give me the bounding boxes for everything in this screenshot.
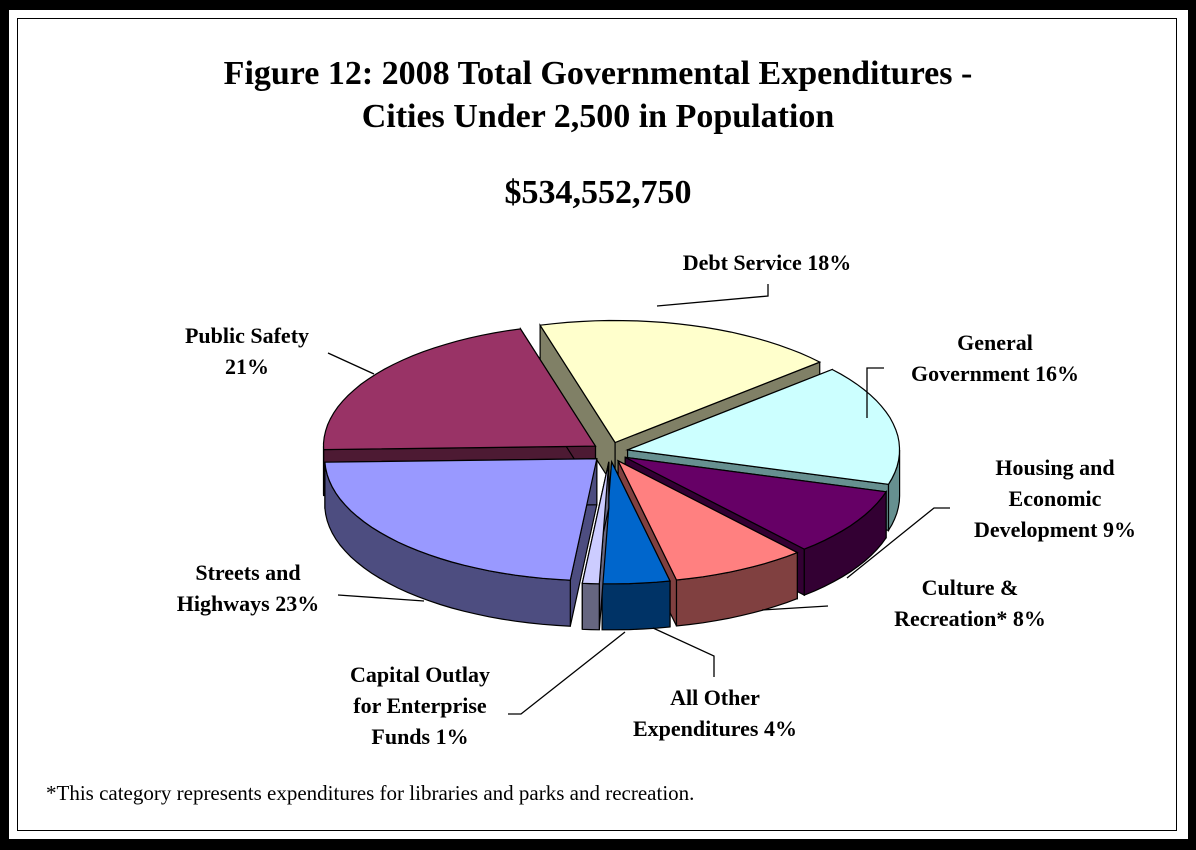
chart-border [17,18,1177,831]
pie-slice-4 [601,459,671,631]
pie-slice-5 [581,461,610,631]
slice-label-public: Public Safety 21% [185,323,309,379]
leader-line-culture [761,605,829,611]
slice-label-line: for Enterprise [353,693,487,718]
slice-side [581,582,600,631]
slice-top [539,319,822,444]
slice-label-line: Capital Outlay [350,662,490,687]
slice-label-line: Public Safety [185,323,309,348]
slice-label-streets: Streets and Highways 23% [177,560,319,616]
chart-title-line2: Cities Under 2,500 in Population [361,98,835,135]
slice-label-capital: Capital Outlay for Enterprise Funds 1% [350,662,490,749]
slice-top [324,458,598,581]
slice-label-line: Streets and [195,560,300,585]
slice-label-line: Culture & [922,575,1019,600]
slice-label-line: Highways 23% [177,591,319,616]
slice-label-line: 21% [225,354,269,379]
leader-line-housing [846,507,950,579]
slice-label-line: Funds 1% [371,724,468,749]
footnote: *This category represents expenditures f… [46,781,695,805]
slice-label-other: All Other Expenditures 4% [633,685,797,741]
slice-top [601,459,671,585]
slice-top [581,461,610,585]
slice-top [616,459,799,581]
slice-label-housing: Housing and Economic Development 9% [974,455,1136,542]
pie-slice-6 [324,458,598,627]
slice-label-general: General Government 16% [911,330,1079,386]
slice-label-line: All Other [670,685,760,710]
leader-line-public [327,352,375,375]
leader-line-debt [656,284,769,307]
slice-top [625,368,901,485]
slice-label-culture: Culture & Recreation* 8% [894,575,1046,631]
chart-title: Figure 12: 2008 Total Governmental Expen… [223,55,973,92]
slice-label-line: Housing and [995,455,1114,480]
slice-label-line: Economic [1009,486,1102,511]
slice-label-line: Government 16% [911,361,1079,386]
chart-total: $534,552,750 [504,174,692,211]
leader-line-other [652,627,715,677]
leader-line-general [866,367,884,418]
slice-top [322,328,597,451]
slice-label-line: General [957,330,1033,355]
slice-label-line: Development 9% [974,517,1136,542]
slice-top [624,456,888,550]
slice-side [601,580,671,631]
leader-line-capital [508,631,626,715]
slice-label-line: Debt Service 18% [683,250,852,275]
slice-label-line: Recreation* 8% [894,606,1046,631]
slice-label-debt: Debt Service 18% [683,250,852,275]
slice-label-line: Expenditures 4% [633,716,797,741]
leader-line-streets [337,594,425,602]
